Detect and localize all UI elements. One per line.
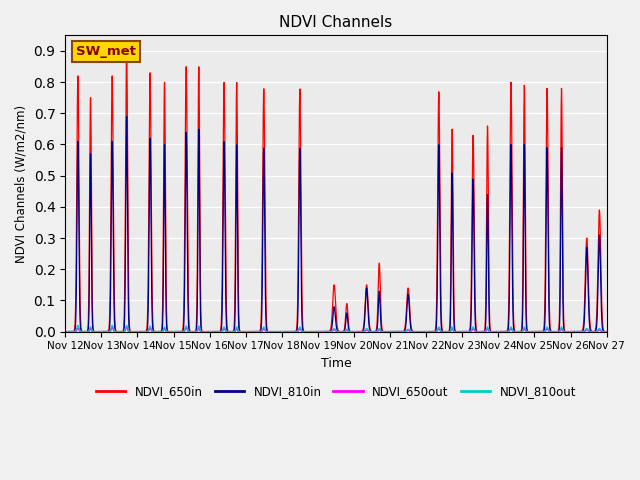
NDVI_810out xyxy=(593,328,600,334)
NDVI_810out xyxy=(156,329,163,335)
NDVI_650in xyxy=(124,88,131,94)
NDVI_650in xyxy=(293,325,301,331)
NDVI_810out xyxy=(269,329,277,335)
NDVI_650out xyxy=(293,329,301,335)
NDVI_810out xyxy=(293,329,301,335)
NDVI_810in xyxy=(124,155,131,161)
NDVI_810in xyxy=(278,329,285,335)
Line: NDVI_650in: NDVI_650in xyxy=(65,51,607,332)
Text: SW_met: SW_met xyxy=(76,45,136,58)
NDVI_650in xyxy=(123,48,131,54)
NDVI_650out xyxy=(124,325,131,331)
NDVI_810in xyxy=(293,328,301,334)
NDVI_650in xyxy=(593,319,600,324)
NDVI_810in xyxy=(534,329,542,335)
NDVI_810out xyxy=(124,324,131,329)
Y-axis label: NDVI Channels (W/m2/nm): NDVI Channels (W/m2/nm) xyxy=(15,105,28,263)
NDVI_650out xyxy=(593,329,600,335)
Line: NDVI_810in: NDVI_810in xyxy=(65,117,607,332)
NDVI_650in xyxy=(61,329,69,335)
Line: NDVI_650out: NDVI_650out xyxy=(65,327,607,332)
NDVI_650out xyxy=(156,329,163,335)
Legend: NDVI_650in, NDVI_810in, NDVI_650out, NDVI_810out: NDVI_650in, NDVI_810in, NDVI_650out, NDV… xyxy=(91,380,580,403)
NDVI_650in xyxy=(534,329,542,335)
NDVI_810in xyxy=(61,329,69,335)
NDVI_810in xyxy=(123,114,131,120)
NDVI_810in xyxy=(156,329,163,335)
NDVI_650out xyxy=(534,329,542,335)
X-axis label: Time: Time xyxy=(321,357,351,370)
NDVI_650out xyxy=(603,329,611,335)
NDVI_650out xyxy=(269,329,277,335)
NDVI_650out xyxy=(278,329,285,335)
NDVI_650out xyxy=(123,324,131,330)
NDVI_650in xyxy=(278,329,285,335)
NDVI_810out xyxy=(603,329,611,335)
NDVI_810in xyxy=(269,329,277,335)
NDVI_650in xyxy=(603,329,611,335)
NDVI_810in xyxy=(603,329,611,335)
NDVI_650in xyxy=(269,329,277,335)
NDVI_810out xyxy=(278,329,285,335)
NDVI_810out xyxy=(61,329,69,335)
NDVI_650out xyxy=(61,329,69,335)
NDVI_810out xyxy=(534,329,542,335)
Line: NDVI_810out: NDVI_810out xyxy=(65,325,607,332)
NDVI_650in xyxy=(156,329,163,335)
Title: NDVI Channels: NDVI Channels xyxy=(279,15,392,30)
NDVI_810out xyxy=(74,323,82,328)
NDVI_810in xyxy=(593,326,600,332)
